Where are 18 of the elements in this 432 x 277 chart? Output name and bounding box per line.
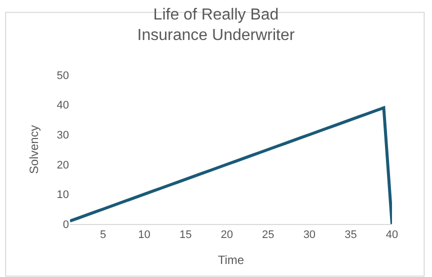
x-tick-label: 10	[138, 229, 150, 242]
y-tick-label: 50	[56, 70, 69, 82]
x-tick-label: 5	[100, 229, 106, 242]
x-tick-label: 35	[344, 229, 357, 242]
chart-title: Life of Really Bad Insurance Underwriter	[137, 6, 296, 44]
y-axis-title: Solvency	[27, 125, 42, 174]
x-tick-label: 15	[179, 229, 192, 242]
y-tick-label: 0	[62, 218, 69, 231]
y-tick-label: 30	[56, 129, 69, 142]
line-series	[70, 106, 392, 224]
y-tick-label: 20	[56, 159, 69, 172]
y-tick-label: 10	[56, 189, 69, 202]
x-tick-label: 30	[303, 229, 316, 242]
x-tick-label: 25	[262, 229, 274, 242]
y-tick-label: 40	[56, 100, 69, 112]
x-axis-title: Time	[218, 253, 244, 268]
x-tick-label: 20	[220, 229, 233, 242]
x-tick-label: 40	[386, 229, 398, 242]
